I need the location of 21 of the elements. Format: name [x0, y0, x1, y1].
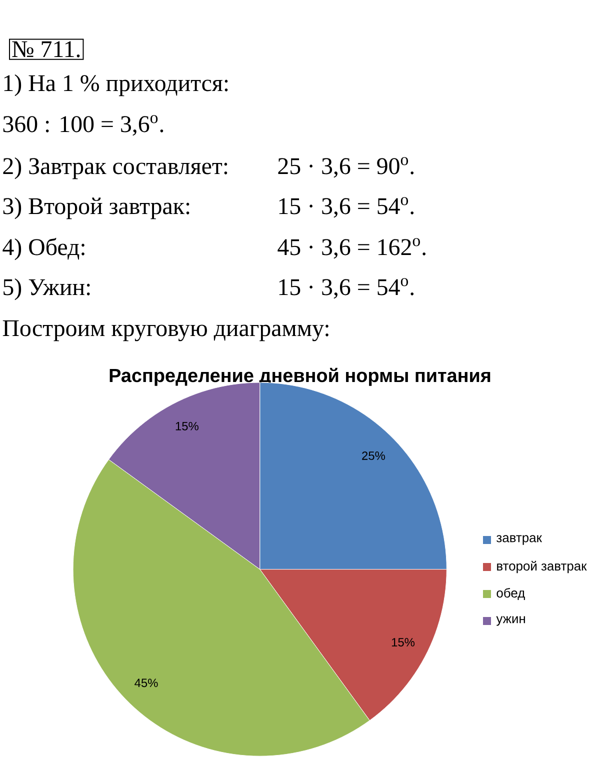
text: 2) Завтрак составляет:: [3, 157, 228, 180]
text: 25 · 3,6 = 90$^{o}$.: [278, 157, 414, 178]
text: 5) Ужин:: [4, 278, 90, 300]
legend-label: обед: [496, 588, 525, 600]
chart-title: Распределение дневной нормы питания: [110, 368, 490, 386]
text: Построим круговую диаграмму:: [2, 320, 328, 342]
text: № 711.: [12, 41, 80, 58]
text: 3) Второй завтрак:: [3, 197, 190, 220]
text: 360 : 100 = 3,6$^{o}$.: [3, 115, 164, 136]
data-label: 25%: [362, 451, 385, 460]
text: 15 · 3,6 = 54$^{o}$.: [279, 197, 414, 218]
text: 15 · 3,6 = 54$^{o}$.: [279, 278, 414, 299]
data-label: 15%: [392, 638, 415, 646]
legend-label: завтрак: [496, 535, 542, 545]
legend-label: второй завтрак: [497, 560, 587, 574]
text: 4) Обед:: [2, 238, 84, 260]
data-label: 45%: [134, 678, 158, 688]
legend-label: ужин: [496, 616, 525, 626]
text: 45 · 3,6 = 162$^{o}$.: [278, 238, 426, 259]
data-label: 15%: [176, 422, 198, 430]
text: 1) На 1 % приходится:: [4, 74, 228, 96]
